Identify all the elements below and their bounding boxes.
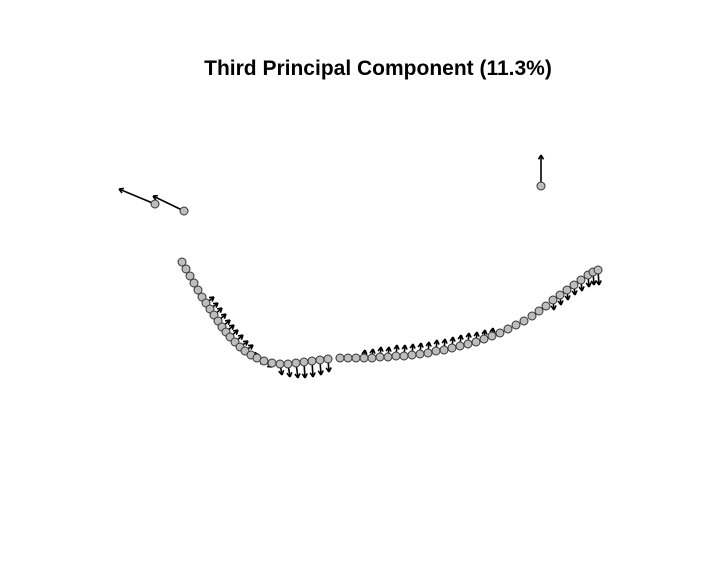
data-point [315,355,325,365]
point-layer [150,181,603,369]
data-point [569,280,579,290]
loading-arrow [457,334,464,343]
data-point [259,356,269,366]
loading-arrow [247,344,254,350]
loading-arrow [417,342,424,351]
data-point [593,265,603,275]
arrow-layer [118,154,602,379]
loading-arrow [118,187,152,204]
data-point [299,357,309,367]
data-point [536,181,546,191]
data-point [181,264,191,274]
loading-arrow [473,331,480,339]
loading-arrow [369,348,376,355]
data-point [343,353,353,363]
data-point [487,331,497,341]
data-point [455,341,465,351]
data-point [359,353,369,363]
data-point [495,328,505,338]
data-point [399,351,409,361]
data-point [471,337,481,347]
loading-arrow [385,346,392,354]
loading-arrow [557,298,564,306]
data-point [576,275,586,285]
data-point [511,320,521,330]
data-point [479,334,489,344]
data-point [391,351,401,361]
data-point [351,353,361,363]
data-point [283,359,293,369]
data-point [335,353,345,363]
loading-arrow [301,365,308,379]
loading-arrow [401,344,408,353]
data-point [503,324,513,334]
loading-arrow [152,194,181,210]
loading-arrow [409,343,416,352]
data-point [323,354,333,364]
loading-arrow [212,302,219,308]
loading-arrow [465,332,472,341]
data-point [415,349,425,359]
loading-arrow [232,329,239,335]
loading-arrow [278,367,285,376]
loading-arrow [317,363,324,376]
loading-arrow [208,296,215,302]
loading-arrow [481,329,488,336]
loading-arrow [590,275,597,286]
data-point [185,271,195,281]
data-point [548,295,558,305]
data-point [275,359,285,369]
loading-arrow [325,362,332,373]
data-point [307,356,317,366]
loading-arrow [425,341,432,350]
data-point [463,339,473,349]
loading-arrow [489,327,496,333]
data-point [189,278,199,288]
data-point [431,346,441,356]
data-point [562,285,572,295]
loading-arrow [294,366,301,379]
loading-arrow [220,313,227,319]
loading-arrow [309,364,316,378]
data-point [193,285,203,295]
loading-arrow [242,340,249,346]
chart-title: Third Principal Component (11.3%) [204,57,552,80]
data-point [375,352,385,362]
data-point [291,358,301,368]
loading-arrow [361,349,368,355]
data-point [541,301,551,311]
data-point [267,358,277,368]
loading-arrow [550,303,557,311]
loading-arrow [224,319,231,325]
data-point [527,311,537,321]
data-point [423,348,433,358]
loading-arrow [537,154,545,182]
loading-arrow [595,273,602,286]
loading-arrow [286,367,293,378]
loading-arrow [237,334,244,340]
data-point [519,316,529,326]
loading-arrow [449,336,456,345]
loading-arrow [564,293,571,301]
data-point [383,352,393,362]
loading-arrow [393,344,400,353]
data-point [367,353,377,363]
data-point [150,199,160,209]
loading-arrow [578,283,585,292]
loading-arrow [585,278,592,288]
loading-arrow [571,288,578,296]
loading-arrow [433,339,440,348]
data-point [407,350,417,360]
data-point [534,306,544,316]
loading-arrow [377,346,384,354]
data-point [447,343,457,353]
data-point [179,206,189,216]
loading-arrow [441,338,448,347]
data-point [555,290,565,300]
data-point [177,257,187,267]
loading-arrow [228,324,235,330]
loading-arrow [216,307,223,313]
data-point [439,345,449,355]
